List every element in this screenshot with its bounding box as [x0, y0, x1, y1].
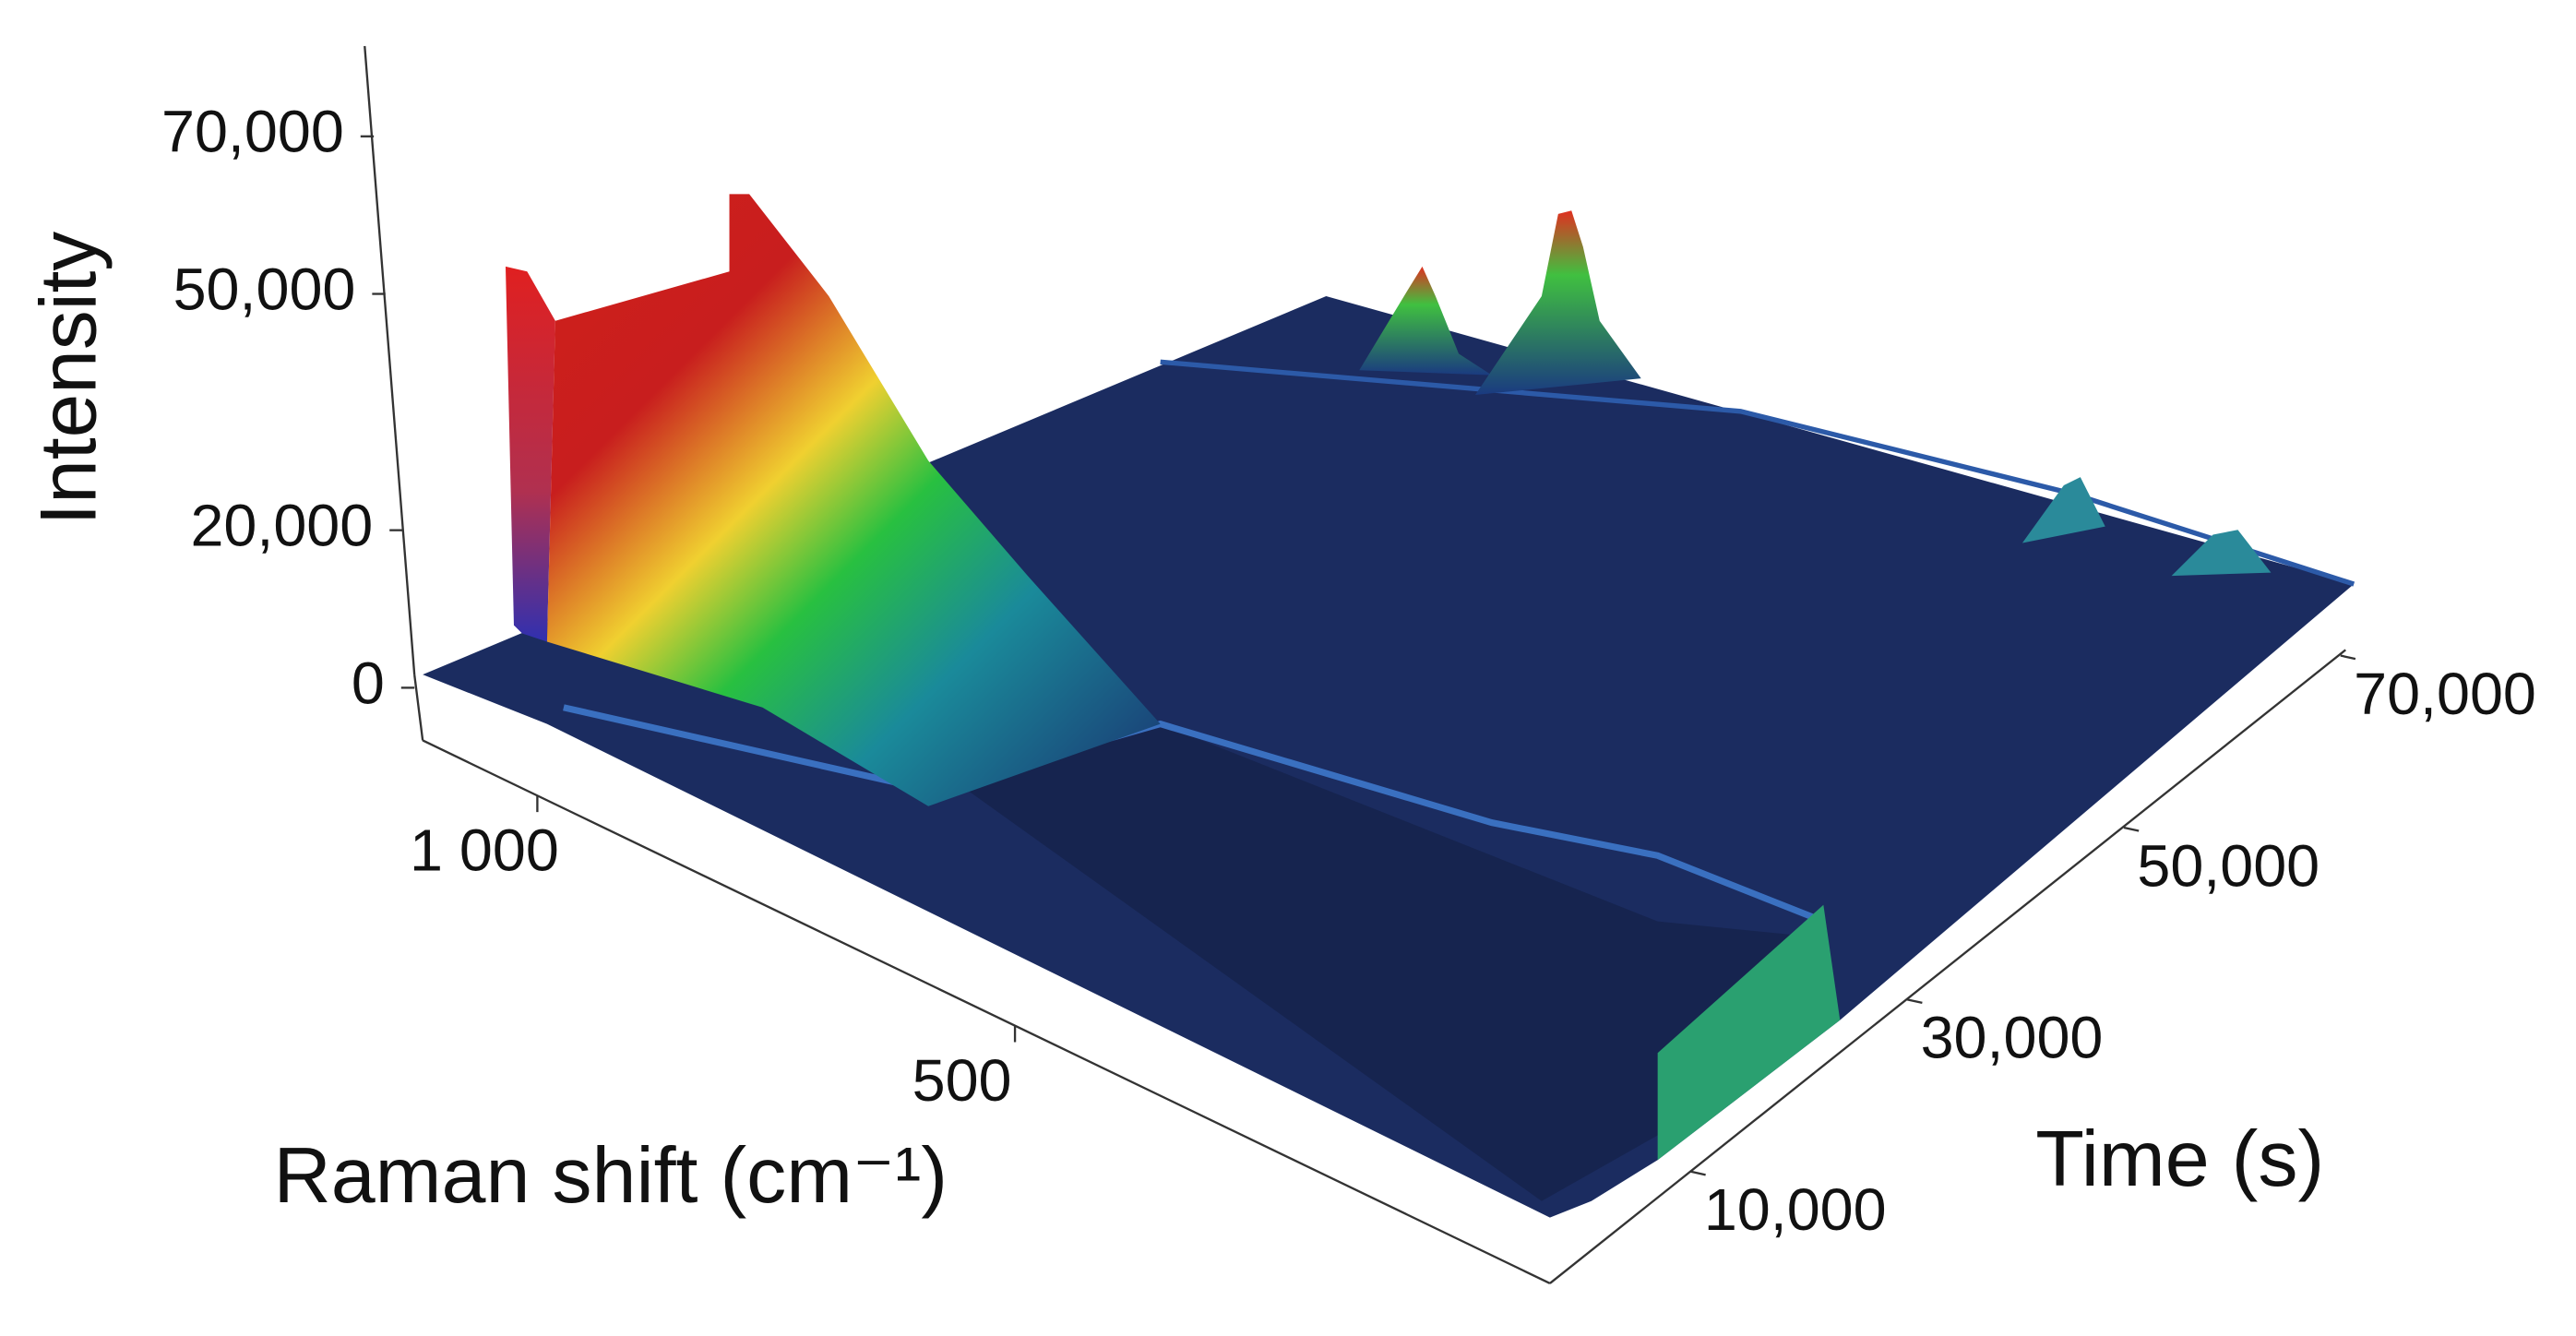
y-tick-label: 10,000 — [1704, 1176, 1887, 1243]
surface-ridge-main — [546, 194, 1161, 806]
y-axis-label: Time (s) — [2035, 1115, 2324, 1203]
surface-floor-shade — [829, 690, 1824, 1201]
x-axis — [422, 739, 1551, 1284]
surface-peak — [1475, 210, 1641, 395]
z-axis-base — [413, 674, 424, 741]
x-tick-label: 500 — [912, 1047, 1012, 1114]
surface-ridge-left — [505, 266, 555, 642]
y-tick-label: 30,000 — [1921, 1005, 2104, 1071]
y-axis — [1549, 649, 2346, 1284]
x-axis-label: Raman shift (cm⁻¹) — [273, 1131, 948, 1220]
x-tick-label: 1 000 — [410, 817, 559, 884]
z-tick-label: 0 — [352, 650, 385, 717]
z-tick-label: 70,000 — [161, 99, 344, 165]
surface-peak — [1359, 266, 1492, 376]
z-axis-label: Intensity — [24, 232, 113, 526]
y-tick — [2123, 826, 2140, 832]
y-tick-label: 70,000 — [2354, 661, 2536, 727]
y-tick — [1906, 998, 1923, 1005]
surface-edge — [1657, 904, 1841, 1161]
surface-peak — [2021, 477, 2105, 543]
surface — [423, 194, 2355, 1218]
y-tick-label: 50,000 — [2137, 832, 2320, 899]
surface-ridge — [563, 704, 1825, 924]
surface-peak — [2171, 530, 2272, 577]
y-tick — [1690, 1170, 1706, 1176]
z-tick-label: 50,000 — [173, 256, 356, 323]
y-tick — [2340, 654, 2356, 661]
z-tick-label: 20,000 — [190, 493, 373, 559]
z-axis — [364, 45, 416, 675]
